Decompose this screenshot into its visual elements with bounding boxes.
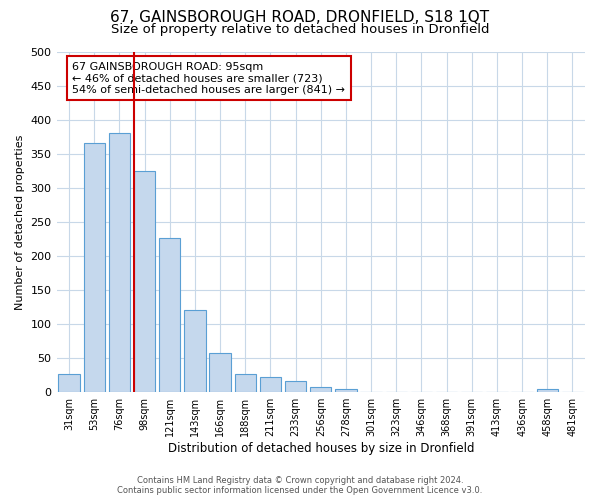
Text: Contains HM Land Registry data © Crown copyright and database right 2024.
Contai: Contains HM Land Registry data © Crown c… [118, 476, 482, 495]
Y-axis label: Number of detached properties: Number of detached properties [15, 134, 25, 310]
Bar [58, 374, 80, 392]
Bar [310, 388, 331, 392]
Text: 67 GAINSBOROUGH ROAD: 95sqm
← 46% of detached houses are smaller (723)
54% of se: 67 GAINSBOROUGH ROAD: 95sqm ← 46% of det… [73, 62, 346, 95]
Bar [159, 238, 181, 392]
Bar [134, 170, 155, 392]
Bar [83, 144, 105, 392]
X-axis label: Distribution of detached houses by size in Dronfield: Distribution of detached houses by size … [167, 442, 474, 455]
Bar [536, 389, 558, 392]
Text: 67, GAINSBOROUGH ROAD, DRONFIELD, S18 1QT: 67, GAINSBOROUGH ROAD, DRONFIELD, S18 1Q… [110, 10, 490, 25]
Bar [285, 382, 307, 392]
Text: Size of property relative to detached houses in Dronfield: Size of property relative to detached ho… [111, 22, 489, 36]
Bar [235, 374, 256, 392]
Bar [335, 390, 356, 392]
Bar [209, 352, 231, 392]
Bar [184, 310, 206, 392]
Bar [260, 377, 281, 392]
Bar [109, 134, 130, 392]
